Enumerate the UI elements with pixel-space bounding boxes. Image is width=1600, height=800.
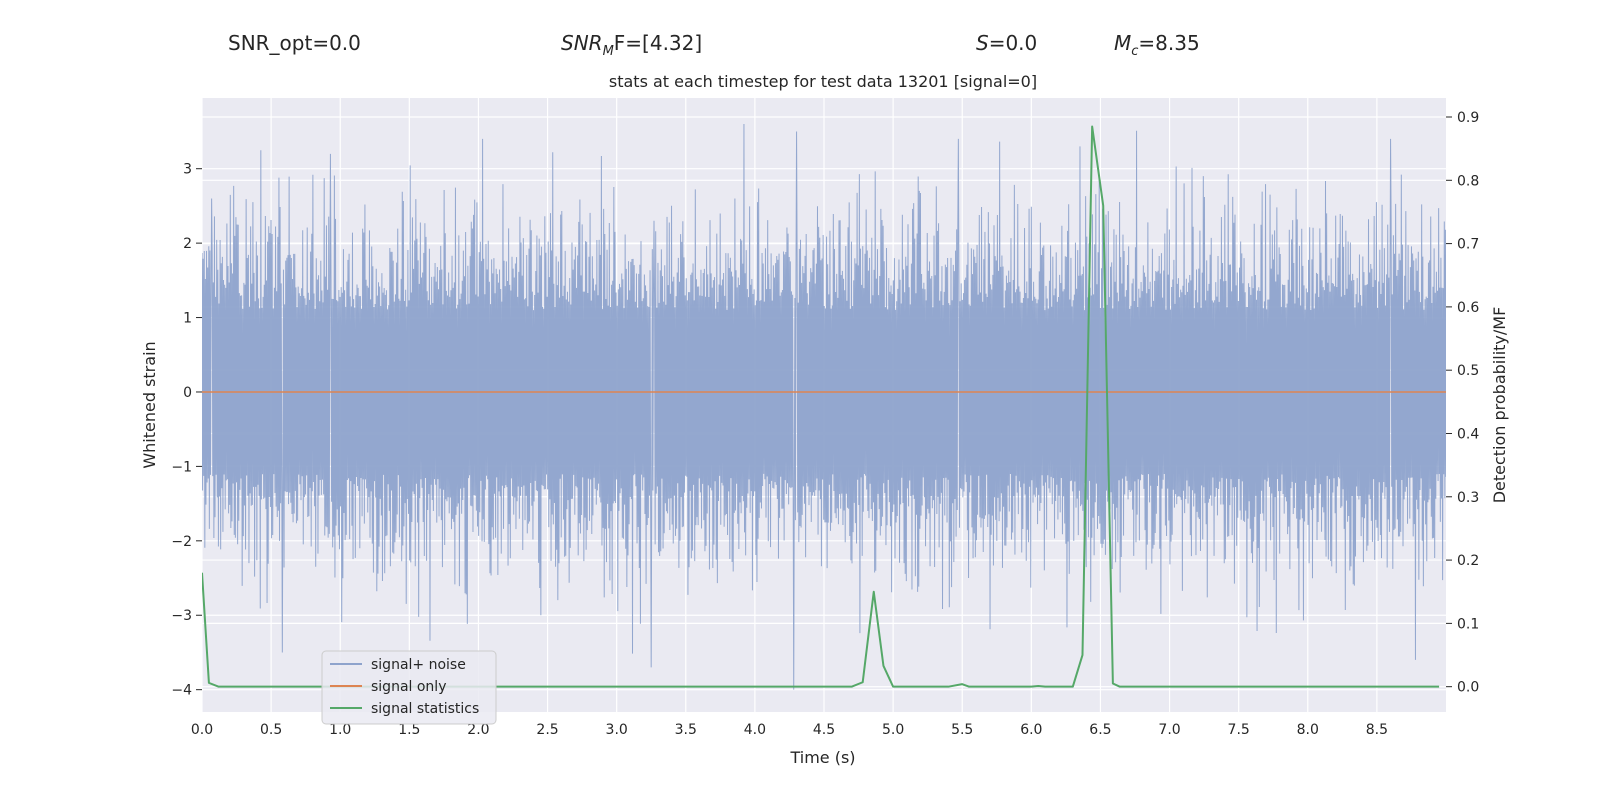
signal-noise-series bbox=[202, 124, 1446, 690]
legend-label-signal-noise: signal+ noise bbox=[371, 657, 466, 673]
s-symbol: S bbox=[976, 31, 989, 55]
right-y-tick-label: 0.2 bbox=[1457, 553, 1479, 569]
right-y-tick-label: 0.3 bbox=[1457, 490, 1479, 506]
mc-value: =8.35 bbox=[1138, 31, 1199, 55]
x-tick-label: 7.0 bbox=[1158, 722, 1180, 738]
x-axis-ticks: 0.0 0.5 1.0 1.5 2.0 2.5 3.0 3.5 4.0 4.5 5.0 5.5 6.0 6… bbox=[191, 722, 1388, 738]
left-y-tick-label: −2 bbox=[171, 534, 192, 550]
right-y-tick-label: 0.8 bbox=[1457, 173, 1479, 189]
left-y-axis-ticks: −4 −3 −2 −1 0 1 2 3 bbox=[171, 162, 202, 699]
mc-main: M bbox=[1114, 31, 1131, 55]
s-value: =0.0 bbox=[989, 31, 1038, 55]
x-tick-label: 4.0 bbox=[744, 722, 766, 738]
legend-label-signal-statistics: signal statistics bbox=[371, 701, 479, 717]
legend: signal+ noise signal only signal statist… bbox=[321, 650, 497, 725]
legend-label-signal-only: signal only bbox=[371, 679, 446, 695]
mc-label: Mc=8.35 bbox=[1114, 31, 1200, 59]
x-tick-label: 3.0 bbox=[606, 722, 628, 738]
x-tick-label: 1.0 bbox=[329, 722, 351, 738]
left-y-tick-label: 1 bbox=[183, 311, 192, 327]
x-tick-label: 7.5 bbox=[1228, 722, 1250, 738]
snr-opt-label: SNR_opt=0.0 bbox=[228, 31, 361, 55]
snr-mf-label: SNRMF=[4.32] bbox=[561, 31, 702, 59]
legend-box bbox=[321, 650, 497, 725]
x-tick-label: 8.5 bbox=[1366, 722, 1388, 738]
mc-sub: c bbox=[1131, 44, 1138, 59]
x-tick-label: 6.0 bbox=[1020, 722, 1042, 738]
right-y-tick-label: 0.7 bbox=[1457, 237, 1479, 253]
right-y-axis-ticks: 0.0 0.1 0.2 0.3 0.4 0.5 0.6 0.7 0.8 0.9 bbox=[1446, 110, 1479, 696]
x-tick-label: 1.5 bbox=[398, 722, 420, 738]
snr-mf-main: SNR bbox=[561, 31, 603, 55]
left-y-tick-label: 3 bbox=[183, 162, 192, 178]
right-y-tick-label: 0.6 bbox=[1457, 300, 1479, 316]
right-y-tick-label: 0.9 bbox=[1457, 110, 1479, 126]
x-tick-label: 0.5 bbox=[260, 722, 282, 738]
x-tick-label: 4.5 bbox=[813, 722, 835, 738]
right-y-tick-label: 0.4 bbox=[1457, 426, 1479, 442]
x-axis-label: Time (s) bbox=[789, 748, 855, 767]
x-tick-label: 5.5 bbox=[951, 722, 973, 738]
right-y-tick-label: 0.5 bbox=[1457, 363, 1479, 379]
x-tick-label: 8.0 bbox=[1297, 722, 1319, 738]
x-tick-label: 6.5 bbox=[1089, 722, 1111, 738]
left-y-tick-label: 2 bbox=[183, 236, 192, 252]
left-y-tick-label: −4 bbox=[171, 683, 192, 699]
right-y-axis-label: Detection probability/MF bbox=[1490, 307, 1509, 504]
s-label: S=0.0 bbox=[976, 31, 1037, 55]
x-tick-label: 2.0 bbox=[467, 722, 489, 738]
snr-mf-tail: F=[4.32] bbox=[614, 31, 702, 55]
signal-noise-line bbox=[202, 124, 1446, 690]
x-tick-label: 2.5 bbox=[536, 722, 558, 738]
right-y-tick-label: 0.1 bbox=[1457, 616, 1479, 632]
x-tick-label: 3.5 bbox=[675, 722, 697, 738]
left-y-tick-label: 0 bbox=[183, 385, 192, 401]
left-y-tick-label: −3 bbox=[171, 608, 192, 624]
x-tick-label: 5.0 bbox=[882, 722, 904, 738]
left-y-tick-label: −1 bbox=[171, 459, 192, 475]
right-y-tick-label: 0.0 bbox=[1457, 680, 1479, 696]
left-y-axis-label: Whitened strain bbox=[140, 341, 159, 468]
x-tick-label: 0.0 bbox=[191, 722, 213, 738]
snr-mf-sub: M bbox=[603, 44, 614, 59]
chart-title: stats at each timestep for test data 132… bbox=[609, 72, 1037, 91]
